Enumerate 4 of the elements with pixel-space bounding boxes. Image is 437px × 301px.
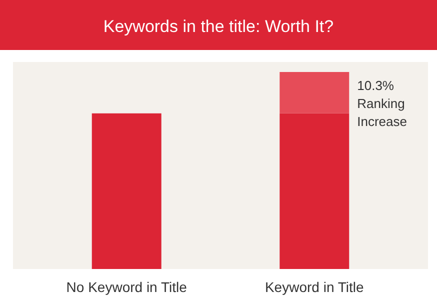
- x-tick-label: Keyword in Title: [264, 279, 364, 295]
- chart-title: Keywords in the title: Worth It?: [103, 17, 334, 36]
- x-tick-label: No Keyword in Title: [66, 279, 188, 295]
- annotation: 10.3% Ranking Increase: [357, 78, 408, 129]
